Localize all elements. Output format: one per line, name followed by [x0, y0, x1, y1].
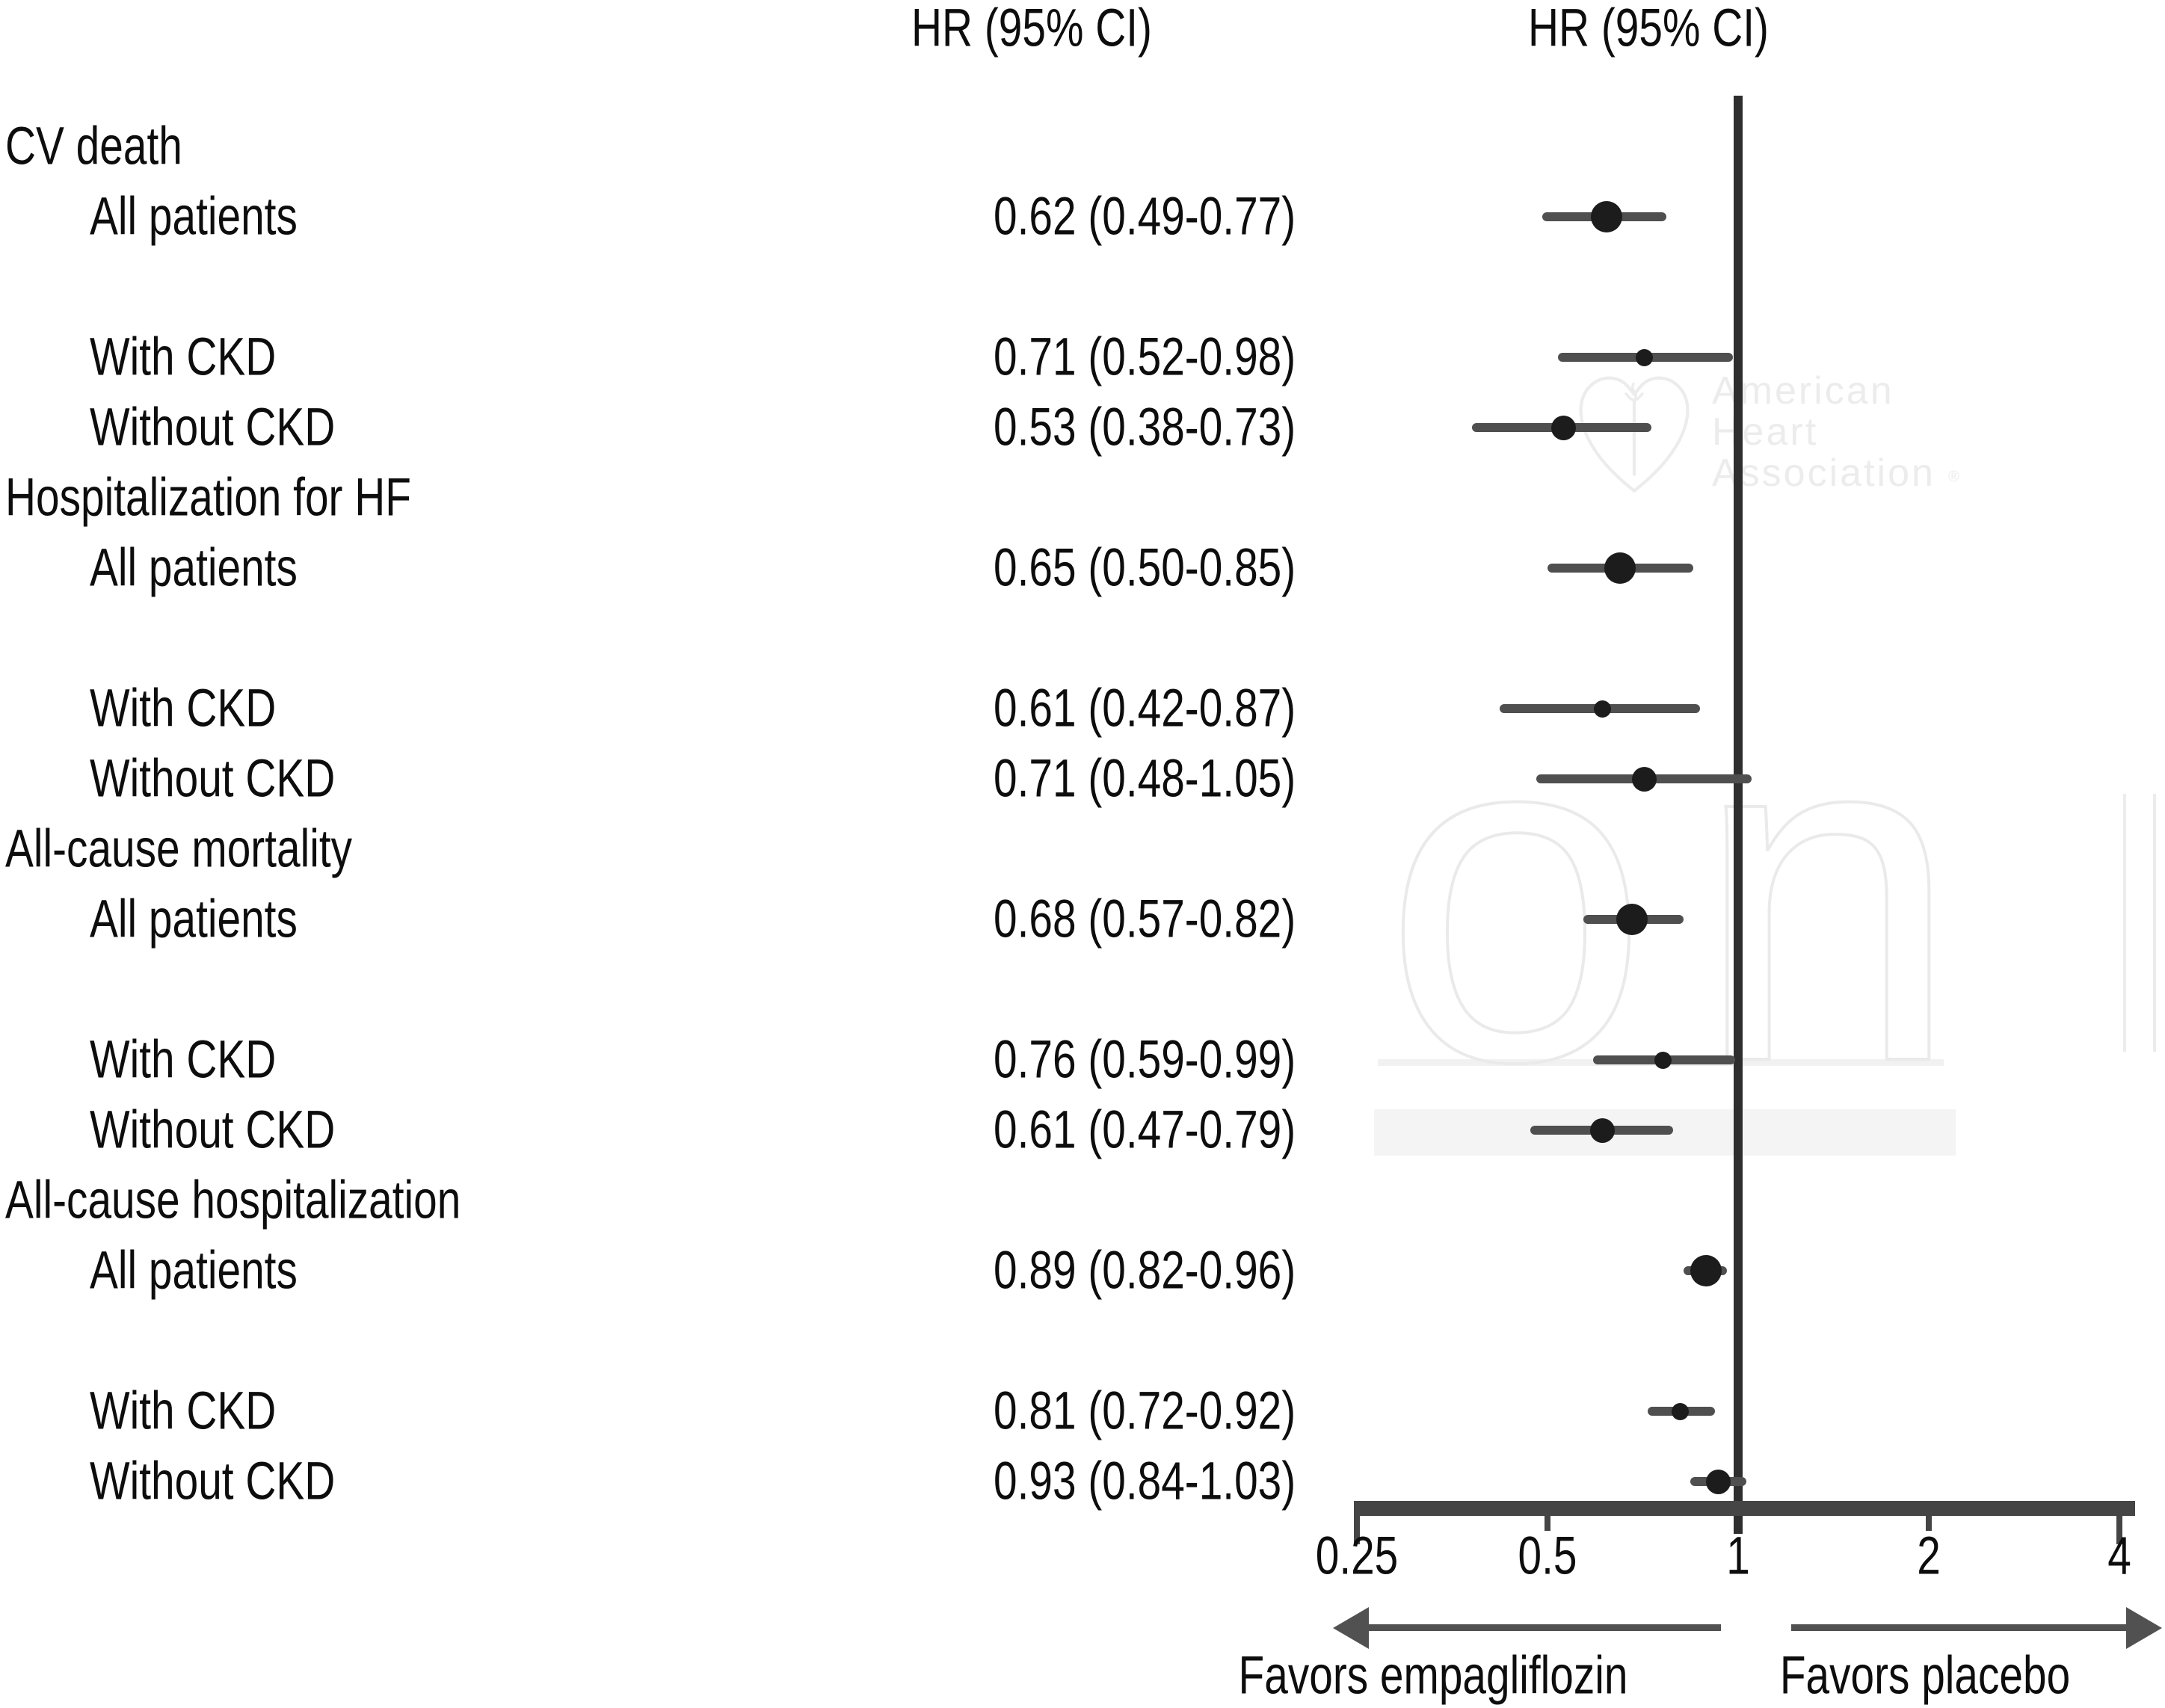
x-axis-tick-label: 0.25 — [1315, 1526, 1399, 1586]
point-marker — [1631, 766, 1657, 792]
right-arrowhead-icon — [2126, 1607, 2162, 1649]
point-marker — [1589, 1117, 1615, 1143]
point-marker — [1616, 904, 1648, 935]
hr-value: 0.53 (0.38-0.73) — [994, 398, 1296, 457]
hr-value: 0.61 (0.42-0.87) — [994, 679, 1296, 739]
watermark-logo-line-3: Association — [1712, 451, 1935, 495]
watermark-registered-mark: ® — [1948, 469, 1959, 485]
point-marker — [1705, 1469, 1731, 1494]
x-axis-tick-label: 0.5 — [1518, 1526, 1577, 1586]
x-axis-tick — [1545, 1501, 1550, 1531]
point-marker — [1635, 348, 1653, 366]
watermark-logo-line-2: Heart — [1712, 410, 1819, 454]
row-label: All patients — [90, 1241, 298, 1301]
left-arrowhead-icon — [1333, 1607, 1369, 1649]
hr-value: 0.93 (0.84-1.03) — [994, 1452, 1296, 1511]
hr-value: 0.62 (0.49-0.77) — [994, 187, 1296, 247]
favors-empagliflozin-label: Favors empagliflozin — [1238, 1646, 1628, 1706]
reference-line-hr-1 — [1734, 96, 1743, 1534]
hr-value: 0.65 (0.50-0.85) — [994, 538, 1296, 598]
x-axis-tick-label: 2 — [1917, 1526, 1941, 1586]
hr-value: 0.71 (0.48-1.05) — [994, 749, 1296, 809]
group-label: All-cause hospitalization — [5, 1171, 461, 1230]
group-label: Hospitalization for HF — [5, 468, 411, 528]
hr-value: 0.76 (0.59-0.99) — [994, 1030, 1296, 1090]
hr-column-header-left: HR (95% CI) — [911, 0, 1152, 58]
row-label: With CKD — [90, 1381, 277, 1441]
favors-placebo-label: Favors placebo — [1779, 1646, 2071, 1706]
group-label: All-cause mortality — [5, 819, 352, 879]
watermark-cropped-letter — [2123, 794, 2156, 1052]
point-marker — [1593, 700, 1611, 718]
hr-value: 0.68 (0.57-0.82) — [994, 890, 1296, 949]
favors-left-arrow-shaft — [1346, 1624, 1721, 1631]
row-label: All patients — [90, 538, 298, 598]
point-marker — [1690, 1255, 1722, 1286]
point-marker — [1550, 415, 1576, 440]
hr-value: 0.89 (0.82-0.96) — [994, 1241, 1296, 1301]
row-label: With CKD — [90, 679, 277, 739]
x-axis-tick — [2116, 1501, 2122, 1544]
x-axis-tick — [1926, 1501, 1932, 1531]
x-axis-line — [1359, 1501, 2135, 1516]
point-marker — [1604, 552, 1636, 584]
hr-column-header-right: HR (95% CI) — [1528, 0, 1769, 58]
row-label: With CKD — [90, 327, 277, 387]
row-label: Without CKD — [90, 1452, 336, 1511]
row-label: Without CKD — [90, 398, 336, 457]
hr-value: 0.61 (0.47-0.79) — [994, 1100, 1296, 1160]
point-marker — [1591, 201, 1623, 232]
row-label: Without CKD — [90, 749, 336, 809]
row-label: All patients — [90, 890, 298, 949]
hr-value: 0.71 (0.52-0.98) — [994, 327, 1296, 387]
x-axis-tick-label: 4 — [2107, 1526, 2131, 1586]
row-label: All patients — [90, 187, 298, 247]
row-label: With CKD — [90, 1030, 277, 1090]
point-marker — [1671, 1402, 1689, 1420]
x-axis-tick — [1354, 1501, 1360, 1544]
x-axis-tick-label: 1 — [1726, 1526, 1750, 1586]
watermark-big-text: on — [1382, 626, 2005, 1161]
point-marker — [1654, 1051, 1672, 1069]
favors-right-arrow-shaft — [1791, 1624, 2128, 1631]
hr-value: 0.81 (0.72-0.92) — [994, 1381, 1296, 1441]
group-label: CV death — [5, 117, 182, 176]
row-label: Without CKD — [90, 1100, 336, 1160]
